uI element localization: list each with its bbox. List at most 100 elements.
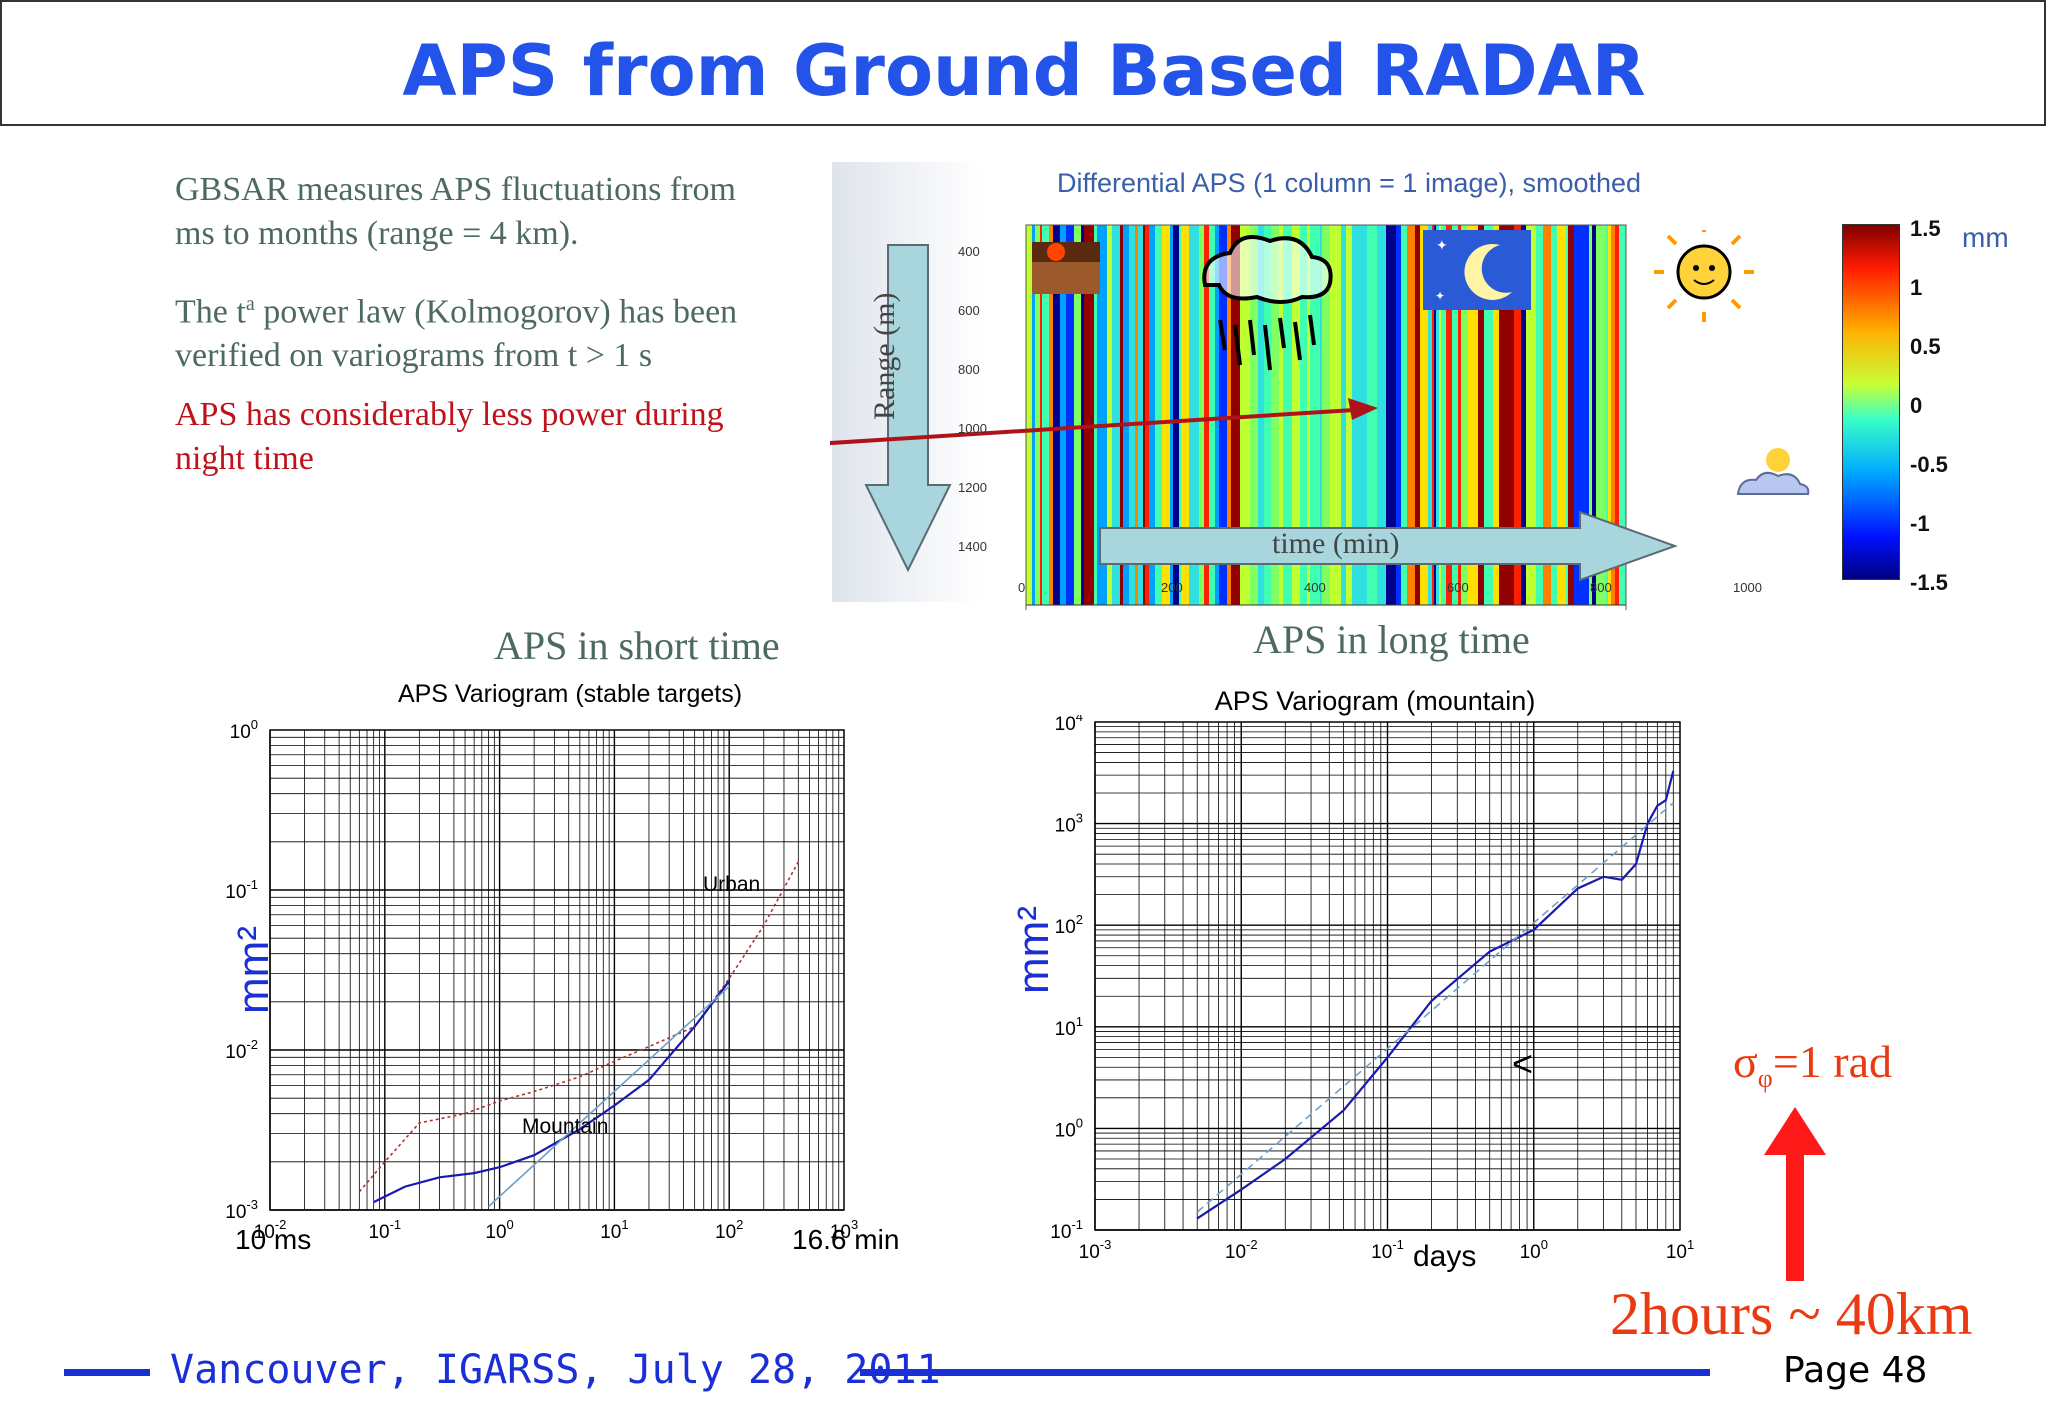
aps-stripe: [1094, 225, 1097, 605]
aps-stripe: [1557, 225, 1566, 605]
aps-stripe: [1035, 225, 1040, 605]
bullet-2-pre: The t: [175, 293, 246, 331]
page-number: Page 48: [1783, 1350, 1928, 1391]
aps-stripe: [1179, 225, 1181, 605]
aps-stripe: [1526, 225, 1536, 605]
up-arrow-icon: [1764, 1107, 1826, 1281]
aps-stripe: [1367, 225, 1371, 605]
bullet-3-line-1: APS has considerably less power during: [175, 396, 724, 433]
aps-stripe: [1322, 225, 1330, 605]
aps-stripe: [1097, 225, 1107, 605]
y-tick-label: 10-3: [225, 1197, 258, 1223]
aps-stripe: [1173, 225, 1179, 605]
bullet-1-line-1: GBSAR measures APS fluctuations from: [175, 171, 736, 208]
aps-stripe: [1568, 225, 1574, 605]
y-tick-label: 101: [1055, 1014, 1083, 1040]
caption-long-time: APS in long time: [1253, 617, 1530, 662]
colorbar-tick: -1: [1910, 511, 1930, 536]
aps-stripe: [1135, 225, 1138, 605]
aps-stripe: [1615, 225, 1619, 605]
y-tick-label: 100: [1055, 1115, 1083, 1141]
aps-image-title: Differential APS (1 column = 1 image), s…: [1057, 168, 1642, 198]
x-tick-label: 10-2: [254, 1217, 287, 1243]
aps-stripe: [1521, 225, 1526, 605]
y-tick-label: 10-2: [225, 1037, 258, 1063]
aps-stripe: [1371, 225, 1373, 605]
aps-y-tick: 400: [958, 244, 980, 259]
aps-stripe: [1042, 225, 1049, 605]
aps-stripe: [1231, 225, 1240, 605]
aps-stripe: [1307, 225, 1310, 605]
y-tick-label: 10-1: [225, 877, 258, 903]
aps-stripe: [1611, 225, 1615, 605]
colorbar-tick: -0.5: [1910, 452, 1948, 477]
aps-stripe: [1396, 225, 1401, 605]
aps-stripe: [1026, 225, 1032, 605]
y-tick-label: 10-1: [1050, 1217, 1083, 1243]
time-label: time (min): [1272, 527, 1400, 560]
chart-2-plot: 10-3 10-2 10-1 100 101 10-1 100 101 102 103 104: [1050, 715, 1694, 1263]
aps-stripe: [1215, 225, 1219, 605]
slide-title: APS from Ground Based RADAR: [402, 30, 1646, 112]
aps-stripe: [1344, 225, 1346, 605]
bullet-3-line-2: night time: [175, 440, 314, 477]
aps-stripe: [1170, 225, 1173, 605]
aps-y-tick: 600: [958, 303, 980, 318]
aps-stripe: [1514, 225, 1521, 605]
x-tick-label: 10-1: [1371, 1237, 1404, 1263]
chart-1-left-label: 10 ms: [235, 1224, 312, 1255]
aps-stripe: [1508, 225, 1514, 605]
aps-stripe: [1330, 225, 1337, 605]
aps-stripe: [1581, 225, 1589, 605]
footer-rule-left: [64, 1369, 150, 1376]
aps-x-tick: 600: [1447, 580, 1469, 595]
aps-stripe: [1074, 225, 1081, 605]
lt-symbol: <: [1512, 1043, 1534, 1084]
aps-stripe: [1129, 225, 1135, 605]
x-tick-label: 10-2: [1225, 1237, 1258, 1263]
aps-stripe: [1432, 225, 1434, 605]
x-tick-label: 102: [715, 1217, 743, 1243]
colorbar-unit: mm: [1962, 222, 2009, 253]
aps-stripe: [1619, 225, 1626, 605]
range-label: Range (m): [868, 292, 901, 420]
aps-stripe: [1493, 225, 1499, 605]
aps-stripe: [1162, 225, 1170, 605]
bullet-1: GBSAR measures APS fluctuations from ms …: [175, 168, 815, 256]
sigma-symbol: σ: [1733, 1036, 1758, 1087]
aps-stripe: [1439, 225, 1441, 605]
aps-stripe: [1341, 225, 1344, 605]
chart-2-title: APS Variogram (mountain): [1214, 686, 1536, 716]
x-tick-label: 101: [600, 1217, 628, 1243]
aps-stripe: [1434, 225, 1436, 605]
aps-stripe: [1227, 225, 1231, 605]
pointer-arrow: [830, 407, 1371, 446]
aps-stripe: [1458, 225, 1461, 605]
aps-stripe: [1428, 225, 1432, 605]
aps-stripe: [1040, 225, 1042, 605]
aps-y-tick: 1400: [958, 539, 987, 554]
x-tick-label: 10-1: [368, 1217, 401, 1243]
aps-stripe: [1441, 225, 1446, 605]
range-arrow: [864, 244, 952, 573]
chart-2-ylabel: mm²: [1008, 906, 1058, 994]
aps-stripe: [1409, 225, 1415, 605]
aps-stripe: [1536, 225, 1543, 605]
aps-stripe: [1608, 225, 1611, 605]
aps-stripe: [1420, 225, 1428, 605]
urban-label: Urban: [703, 873, 761, 896]
colorbar: [1842, 224, 1900, 580]
aps-stripe: [1386, 225, 1389, 605]
x-tick-label: 100: [485, 1217, 513, 1243]
aps-stripe: [1361, 225, 1367, 605]
aps-stripe: [1060, 225, 1066, 605]
aps-stripe: [1606, 225, 1608, 605]
series-line: [487, 985, 730, 1208]
grid: [1094, 722, 1680, 1231]
sigma-sub: φ: [1757, 1064, 1773, 1094]
grid: [269, 730, 844, 1211]
aps-stripe: [1155, 225, 1162, 605]
y-tick-label: 100: [230, 717, 258, 743]
colorbar-tick: 0: [1910, 393, 1923, 418]
hours-note: 2hours ~ 40km: [1610, 1281, 1973, 1347]
